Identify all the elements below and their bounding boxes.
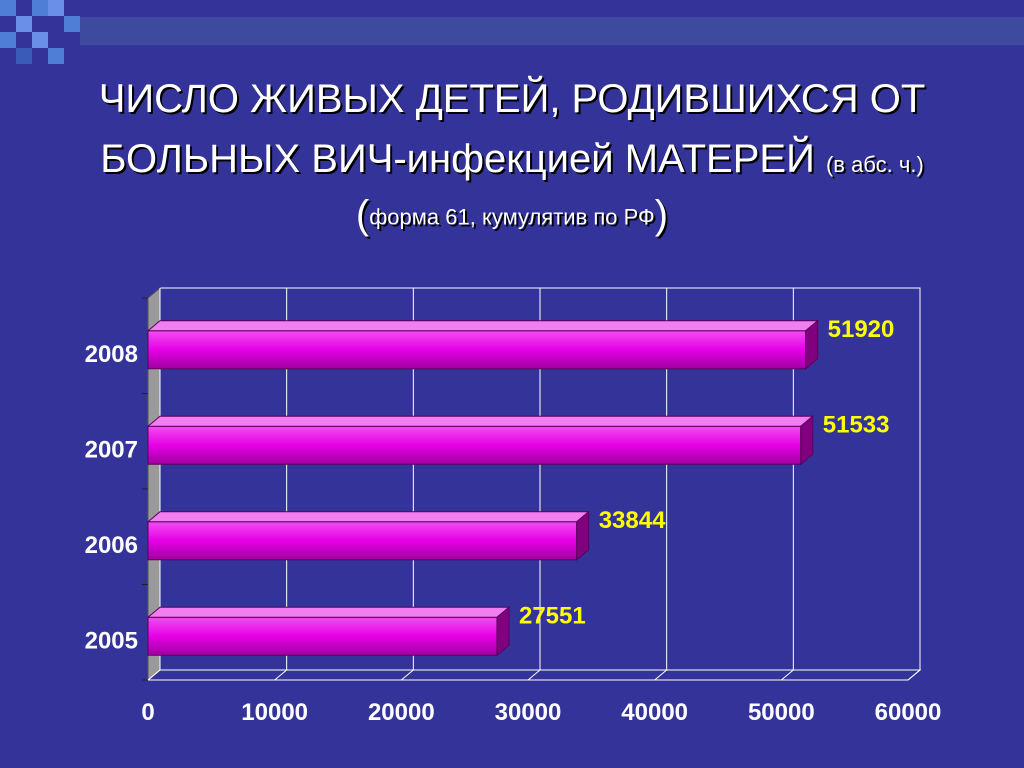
x-tick-label: 20000 [368,699,435,726]
grid-floor-line [147,669,161,681]
x-tick-label: 40000 [621,699,688,726]
chart-bars [146,319,820,657]
chart-category-labels: 2005 2006 2007 2008 [85,341,138,655]
grid-floor-line [654,669,667,681]
decor-square [32,0,48,16]
x-tick-label: 10000 [241,699,308,726]
x-tick-label: 0 [141,699,154,726]
bar-end [576,510,590,561]
x-tick-label: 30000 [495,699,562,726]
decor-square [16,16,32,32]
bar-end [800,415,814,466]
y-category-label: 2005 [85,627,138,654]
grid-floor-line [274,669,287,681]
x-tick-label: 50000 [748,699,815,726]
decor-square [48,48,64,64]
chart-value-labels: 27551 33844 51533 51920 [519,316,894,630]
chart-tick-labels: 0 10000 20000 30000 40000 50000 60000 [141,699,941,726]
bar-top [146,511,591,523]
decor-square [0,32,16,48]
y-category-label: 2008 [85,341,138,368]
grid-floor-line [781,669,794,681]
slide-subtitle-wrap: (форма 61, кумулятив по РФ) [0,190,1024,242]
decor-bar [80,17,1024,45]
data-label: 27551 [519,602,586,629]
bar-front [147,521,578,561]
bar-end [496,606,510,657]
decor-square [64,16,80,32]
x-tick-label: 60000 [875,699,942,726]
bar-2005 [146,606,511,657]
decor-square [32,32,48,48]
bar-2008 [146,319,820,370]
bar-front [147,330,807,370]
y-category-label: 2007 [85,436,138,463]
decor-square [16,48,32,64]
subtitle-open-paren: ( [355,193,370,237]
bar-top [146,415,815,427]
slide-title-line2: БОЛЬНЫХ ВИЧ-инфекцией МАТЕРЕЙ [100,137,815,181]
bar-2007 [146,415,815,466]
bar-top [146,606,511,618]
slide-title-note: (в абс. ч.) [825,152,924,177]
y-category-label: 2006 [85,532,138,559]
data-label: 51533 [823,411,890,438]
grid-floor-line [527,669,541,681]
bar-end [805,319,819,370]
data-label: 33844 [599,507,666,534]
slide-title-line2-wrap: БОЛЬНЫХ ВИЧ-инфекцией МАТЕРЕЙ (в абс. ч.… [0,135,1024,189]
decor-square [48,0,64,16]
bar-front [147,616,498,656]
subtitle-close-paren: ) [654,193,669,237]
decor-square [0,0,16,16]
data-label: 51920 [828,316,895,343]
bar-front [147,425,802,465]
bar-2006 [146,510,591,561]
slide-subtitle: форма 61, кумулятив по РФ [369,204,655,230]
bar-top [146,320,820,332]
grid-floor-line [907,669,921,681]
grid-floor-line [401,669,414,681]
slide-title-line1: ЧИСЛО ЖИВЫХ ДЕТЕЙ, РОДИВШИХСЯ ОТ [98,77,926,121]
